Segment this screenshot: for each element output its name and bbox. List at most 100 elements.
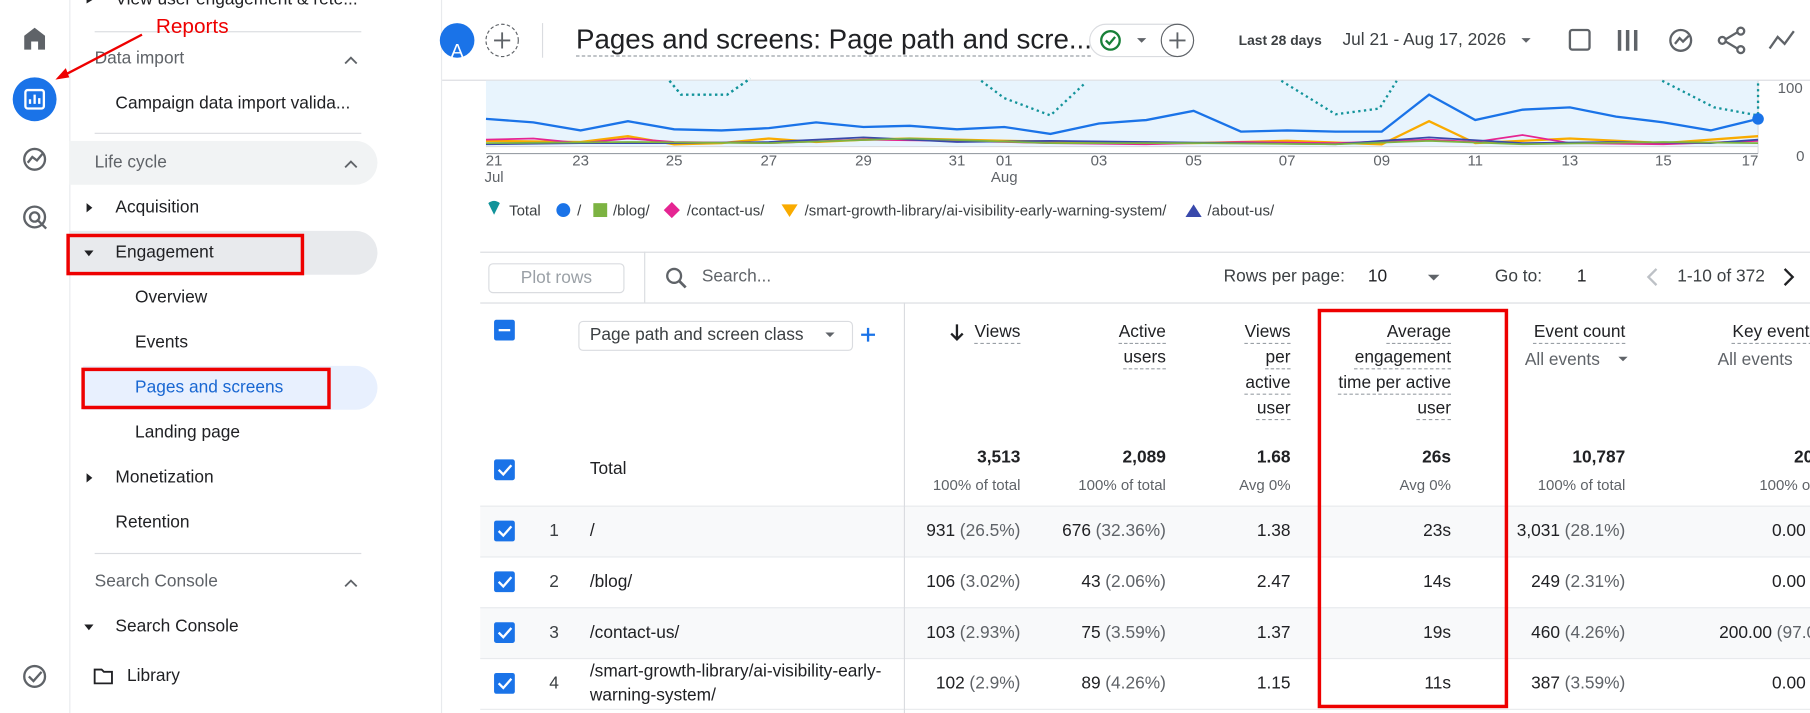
prev-page[interactable]	[1646, 268, 1658, 286]
avatar[interactable]	[439, 23, 475, 58]
checkbox[interactable]	[494, 520, 515, 542]
column-header[interactable]: Active users	[1097, 320, 1166, 371]
advertising-icon[interactable]	[23, 205, 47, 229]
search-input[interactable]: Search...	[701, 266, 772, 287]
cell-value: 43	[1081, 571, 1101, 592]
checkbox-glyph	[497, 627, 513, 639]
rows-select[interactable]: 10	[1367, 266, 1388, 287]
total-value: 2,089	[1122, 447, 1166, 467]
nav-item[interactable]: Campaign data import valida...	[115, 93, 351, 114]
cell: 75 (3.59%)	[1081, 623, 1166, 643]
x-axis-label: 09	[1373, 151, 1391, 170]
cell-percent: (3.02%)	[959, 571, 1021, 592]
page-path[interactable]: /blog/	[589, 571, 633, 592]
legend-label: Total	[509, 201, 541, 219]
next-page[interactable]	[1783, 268, 1795, 286]
plot-rows-button[interactable]: Plot rows	[488, 263, 625, 294]
nav-item[interactable]: Acquisition	[115, 197, 200, 218]
checkbox[interactable]	[494, 672, 515, 694]
date-dropdown[interactable]	[1521, 38, 1531, 43]
x-axis-label: 23	[572, 151, 589, 170]
row-bg	[480, 607, 1810, 660]
column-title[interactable]: Average engagement time per active user	[1338, 322, 1452, 418]
total-sub: Avg 0%	[1239, 476, 1291, 494]
checkbox[interactable]	[494, 622, 515, 643]
row-bg	[480, 657, 1810, 710]
goto-input[interactable]: 1	[1576, 266, 1587, 287]
total-sub: 100% of total	[1759, 476, 1810, 494]
chevron[interactable]	[344, 56, 358, 588]
column-header[interactable]: Key events	[1668, 320, 1810, 345]
column-header[interactable]: Event count	[1475, 320, 1625, 345]
metric-select[interactable]: All events	[1717, 349, 1793, 370]
nav-item[interactable]: View user engagement & rete...	[115, 0, 357, 10]
nav-item[interactable]: Search Console	[115, 616, 239, 637]
cell-value: 89	[1081, 673, 1101, 694]
column-header[interactable]: Views	[928, 320, 1021, 345]
column-title[interactable]: Active users	[1118, 322, 1166, 368]
cell-percent: (4.26%)	[1105, 673, 1166, 694]
page-path[interactable]: /contact-us/	[589, 622, 680, 643]
cell: 3,031 (28.1%)	[1517, 521, 1626, 541]
cell-percent: (2.06%)	[1105, 571, 1166, 592]
customize-icon[interactable]	[1768, 30, 1795, 50]
legend-label: /smart-growth-library/ai-visibility-earl…	[804, 201, 1167, 219]
cell-value: 75	[1081, 622, 1101, 643]
rows-label: Rows per page:	[1223, 266, 1345, 287]
highlight-box	[1317, 308, 1509, 709]
add-comparison[interactable]	[485, 23, 519, 58]
section-title[interactable]: Search Console	[94, 571, 218, 592]
toolbar-icons	[666, 267, 1795, 289]
checkbox-glyph	[497, 464, 513, 477]
share-icon[interactable]	[1736, 26, 1746, 36]
nav-item[interactable]: Library	[126, 666, 180, 686]
nav-item[interactable]: Monetization	[115, 467, 214, 488]
section-title[interactable]: Life cycle	[94, 152, 167, 172]
admin-icon[interactable]	[23, 664, 47, 688]
home-icon[interactable]	[24, 27, 46, 50]
sort-arrow	[950, 324, 964, 342]
cell-value: 0.00	[1772, 571, 1806, 592]
metric-select[interactable]: All events	[1524, 349, 1600, 370]
nav-item[interactable]: Retention	[115, 512, 190, 533]
nav-item[interactable]: Landing page	[135, 422, 241, 443]
insights-icon[interactable]	[1669, 28, 1693, 52]
cell-percent: (2.93%)	[959, 622, 1021, 643]
cell-percent: (3.59%)	[1564, 673, 1626, 694]
divider	[480, 302, 1810, 304]
row-bg	[480, 505, 1810, 558]
column-title[interactable]: Key events	[1732, 322, 1810, 342]
cell: 387 (3.59%)	[1531, 674, 1625, 694]
column-title[interactable]: Views	[974, 322, 1021, 342]
nav-item-selected[interactable]: Pages and screens	[135, 377, 284, 398]
column-title[interactable]: Event count	[1533, 322, 1626, 342]
date-range[interactable]: Jul 21 - Aug 17, 2026	[1342, 30, 1507, 50]
cell-percent: (97.09%)	[1776, 622, 1810, 643]
x-axis-label: 15	[1655, 151, 1672, 170]
nav-item[interactable]: Overview	[135, 287, 208, 308]
edit-icon[interactable]	[1568, 28, 1591, 51]
column-header[interactable]: Average engagement time per active user	[1336, 320, 1451, 422]
cell: 89 (4.26%)	[1081, 674, 1166, 694]
nav-item[interactable]: Events	[135, 332, 188, 353]
page-path[interactable]: /	[589, 521, 595, 541]
cell-value: 19s	[1423, 622, 1452, 643]
x-axis-label: 03	[1090, 151, 1108, 170]
rows-dropdown[interactable]	[1427, 274, 1440, 281]
report-title[interactable]: Pages and screens: Page path and scre...	[576, 24, 1092, 56]
checkbox[interactable]	[494, 571, 515, 593]
section-title[interactable]: Data import	[94, 48, 185, 69]
cell-value: 1.37	[1256, 622, 1291, 643]
explore-icon[interactable]	[23, 147, 47, 171]
nav-item[interactable]: Engagement	[115, 242, 214, 263]
dimension-select[interactable]	[578, 320, 854, 351]
column-divider	[903, 302, 906, 713]
cell: 23s	[1423, 521, 1451, 541]
add-button[interactable]	[1160, 23, 1195, 58]
cell-value: 0.00	[1772, 521, 1806, 541]
column-header[interactable]: Views per active user	[1233, 320, 1291, 422]
compare-icon[interactable]	[1617, 30, 1638, 51]
checkbox[interactable]	[494, 459, 515, 481]
page-path[interactable]: /smart-growth-library/ai-visibility-earl…	[589, 661, 882, 706]
column-title[interactable]: Views per active user	[1244, 322, 1291, 418]
